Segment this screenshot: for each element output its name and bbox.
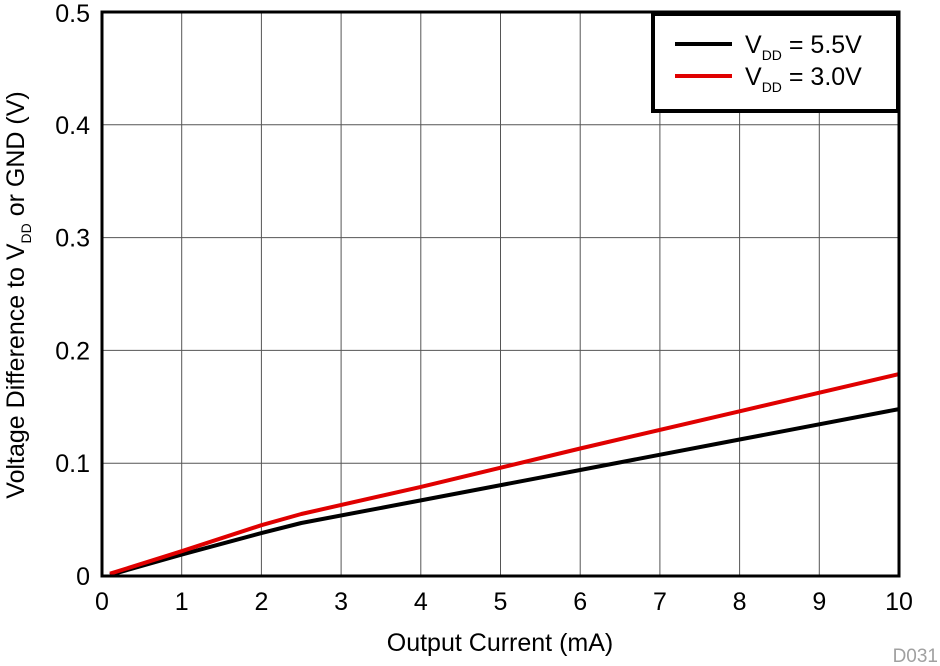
legend-label-series-1-main: V xyxy=(745,31,762,59)
x-tick-label: 7 xyxy=(653,588,667,616)
y-axis-title: Voltage Difference to VDD or GND (V) xyxy=(2,91,34,498)
series-line-1 xyxy=(109,407,900,577)
y-axis-title-prefix: Voltage Difference to V xyxy=(2,243,30,499)
x-tick-label: 4 xyxy=(414,588,428,616)
legend-label-series-2: VDD = 3.0V xyxy=(745,63,862,95)
y-tick-label: 0.2 xyxy=(55,337,90,365)
y-tick-label: 0.4 xyxy=(55,112,90,140)
legend-label-series-1-rest: = 5.5V xyxy=(782,31,862,59)
series-line-2 xyxy=(109,372,900,576)
x-tick-label: 8 xyxy=(733,588,747,616)
x-tick-labels: 0 1 2 3 4 5 6 7 8 9 10 xyxy=(95,588,913,616)
x-tick-label: 3 xyxy=(334,588,348,616)
y-axis-title-subscript: DD xyxy=(18,223,34,243)
series-group xyxy=(109,372,900,577)
legend-label-series-2-rest: = 3.0V xyxy=(782,63,862,91)
legend-box xyxy=(651,12,900,113)
x-tick-label: 5 xyxy=(494,588,508,616)
legend-label-series-1-sub: DD xyxy=(762,47,782,63)
x-tick-label: 2 xyxy=(254,588,268,616)
legend-label-series-2-sub: DD xyxy=(762,79,782,95)
y-tick-label: 0.1 xyxy=(55,450,90,478)
legend-label-series-2-main: V xyxy=(745,63,762,91)
legend-label-series-1: VDD = 5.5V xyxy=(745,31,862,63)
y-tick-label: 0.5 xyxy=(55,0,90,28)
x-tick-label: 6 xyxy=(573,588,587,616)
legend: VDD = 5.5V VDD = 3.0V xyxy=(651,12,900,113)
x-tick-label: 0 xyxy=(95,588,109,616)
figure-code: D031 xyxy=(893,646,938,666)
x-axis-title: Output Current (mA) xyxy=(387,629,613,657)
y-tick-label: 0 xyxy=(76,563,90,591)
y-tick-labels: 0 0.1 0.2 0.3 0.4 0.5 xyxy=(55,0,90,591)
y-tick-label: 0.3 xyxy=(55,225,90,253)
x-tick-label: 9 xyxy=(812,588,826,616)
x-tick-label: 10 xyxy=(885,588,913,616)
y-axis-title-suffix: or GND (V) xyxy=(2,91,30,223)
plot-frame xyxy=(100,10,901,578)
x-tick-label: 1 xyxy=(175,588,189,616)
